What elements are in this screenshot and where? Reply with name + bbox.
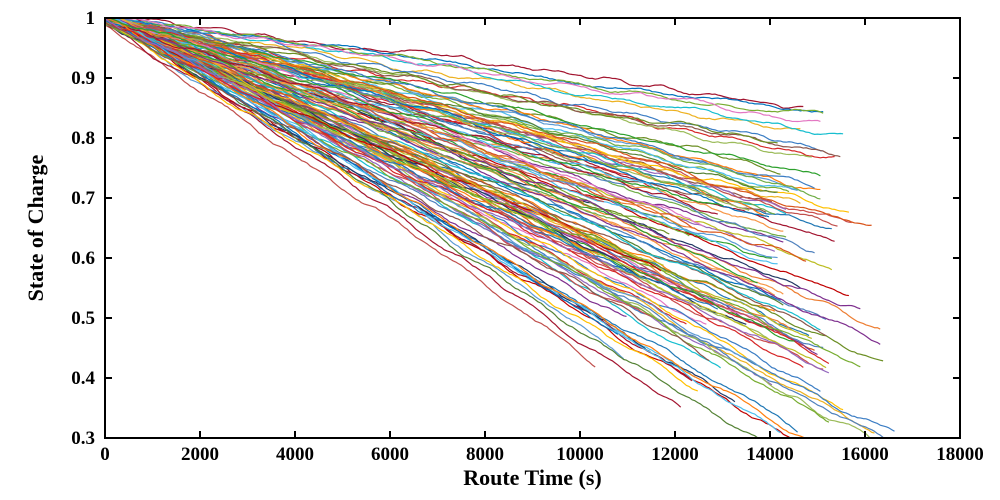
- chart-svg: 0 2000 4000 6000 8000 10000 12000 14000 16000 180…: [0, 0, 1000, 500]
- x-tick-label: 6000: [371, 444, 409, 465]
- y-tick-label: 0.8: [71, 128, 95, 149]
- x-tick-label: 8000: [466, 444, 504, 465]
- y-tick-label: 0.7: [71, 188, 95, 209]
- x-tick-label: 12000: [651, 444, 699, 465]
- x-tick-label: 18000: [936, 444, 984, 465]
- y-tick-label: 0.4: [71, 368, 95, 389]
- x-tick-label: 16000: [841, 444, 889, 465]
- x-tick-label: 10000: [556, 444, 604, 465]
- x-axis-label: Route Time (s): [463, 465, 602, 490]
- series-group: [105, 18, 897, 495]
- y-tick-label: 0.3: [71, 428, 95, 449]
- soc-chart: 0 2000 4000 6000 8000 10000 12000 14000 16000 180…: [0, 0, 1000, 500]
- x-tick-label: 14000: [746, 444, 794, 465]
- y-axis-label: State of Charge: [23, 154, 48, 301]
- y-tick-label: 0.5: [71, 308, 95, 329]
- y-tick-label: 0.9: [71, 68, 95, 89]
- y-tick-label: 0.6: [71, 248, 95, 269]
- x-tick-label: 4000: [276, 444, 314, 465]
- y-tick-label: 1: [86, 8, 96, 29]
- x-tick-label: 2000: [181, 444, 219, 465]
- x-tick-label: 0: [100, 444, 110, 465]
